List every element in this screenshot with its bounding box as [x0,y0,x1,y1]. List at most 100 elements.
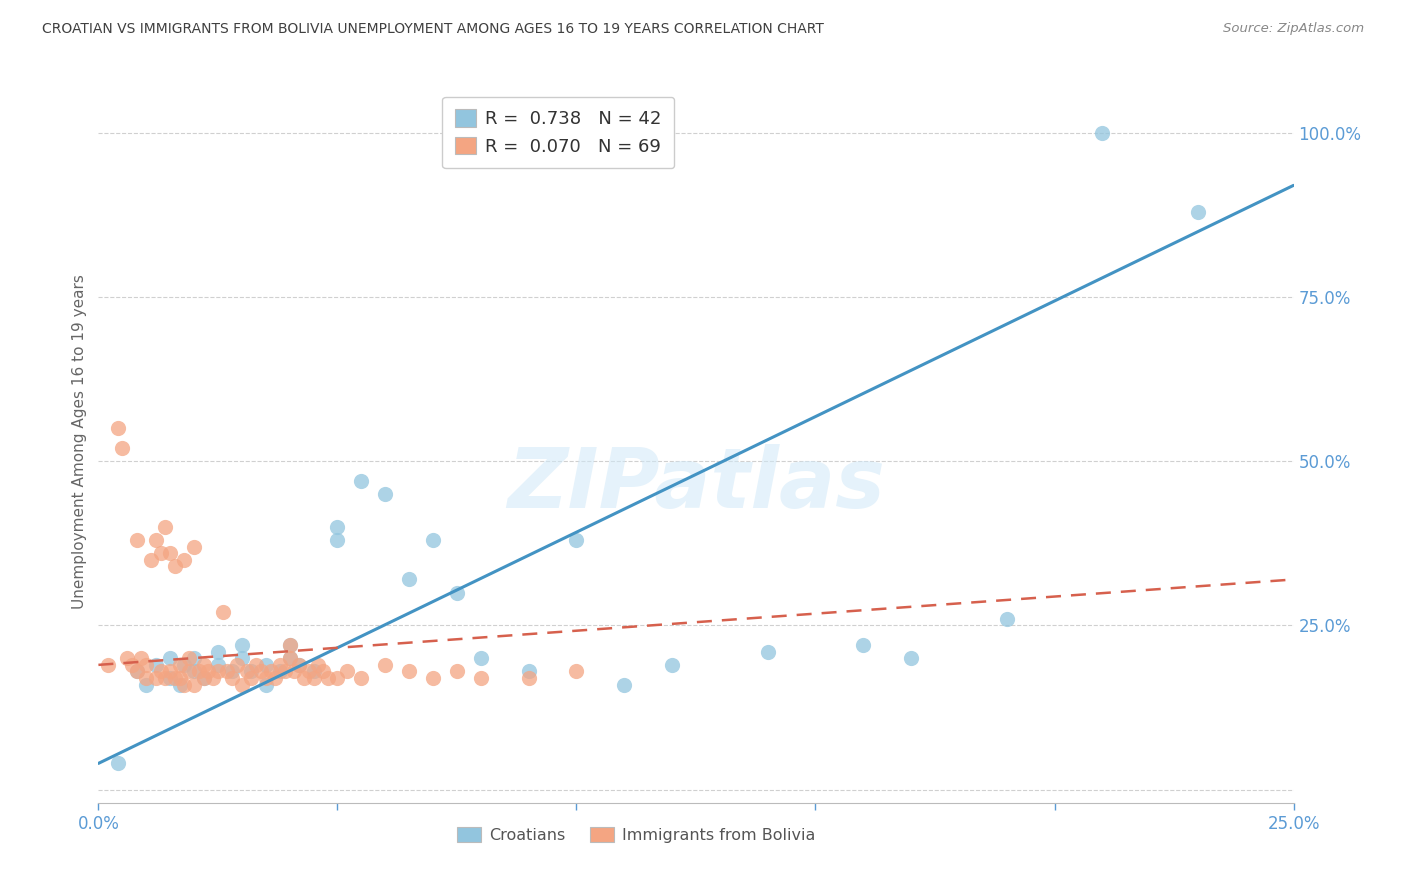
Point [259,665,281,679]
Point [111,441,134,455]
Point [183,677,205,691]
Point [661,657,683,672]
Y-axis label: Unemployment Among Ages 16 to 19 years: Unemployment Among Ages 16 to 19 years [72,274,87,609]
Point [169,657,191,672]
Point [374,487,396,501]
Point [207,645,229,659]
Point [173,553,195,567]
Point [135,657,157,672]
Point [254,677,277,691]
Point [149,665,172,679]
Point [221,671,243,685]
Point [173,657,195,672]
Point [125,665,148,679]
Point [183,651,205,665]
Point [231,677,253,691]
Point [269,665,291,679]
Point [250,665,273,679]
Point [231,651,253,665]
Point [274,665,297,679]
Point [374,657,396,672]
Point [292,671,315,685]
Point [852,638,875,652]
Point [207,665,229,679]
Point [169,671,191,685]
Point [183,540,205,554]
Point [613,677,636,691]
Point [135,677,157,691]
Point [183,665,205,679]
Point [470,651,492,665]
Point [565,533,588,547]
Point [159,671,181,685]
Point [107,756,129,771]
Point [125,665,148,679]
Point [211,605,233,619]
Point [115,651,138,665]
Point [145,671,167,685]
Point [149,546,172,560]
Point [517,671,540,685]
Point [155,520,177,534]
Point [231,638,253,652]
Point [312,665,335,679]
Point [350,474,373,488]
Point [326,533,349,547]
Point [269,657,291,672]
Point [159,546,181,560]
Point [207,657,229,672]
Point [446,585,468,599]
Text: Source: ZipAtlas.com: Source: ZipAtlas.com [1223,22,1364,36]
Point [283,665,305,679]
Point [135,671,157,685]
Point [316,671,339,685]
Point [173,677,195,691]
Point [336,665,359,679]
Point [240,671,263,685]
Text: CROATIAN VS IMMIGRANTS FROM BOLIVIA UNEMPLOYMENT AMONG AGES 16 TO 19 YEARS CORRE: CROATIAN VS IMMIGRANTS FROM BOLIVIA UNEM… [42,22,824,37]
Point [302,671,325,685]
Point [193,671,215,685]
Point [278,638,301,652]
Point [97,657,120,672]
Point [288,657,311,672]
Point [326,520,349,534]
Point [470,671,492,685]
Point [107,421,129,435]
Point [240,665,263,679]
Point [422,671,444,685]
Point [350,671,373,685]
Point [298,665,321,679]
Text: ZIPatlas: ZIPatlas [508,444,884,525]
Point [125,533,148,547]
Point [145,533,167,547]
Point [756,645,779,659]
Point [278,638,301,652]
Point [131,651,153,665]
Point [398,665,420,679]
Point [254,671,277,685]
Point [179,665,201,679]
Point [278,651,301,665]
Point [302,665,325,679]
Point [278,651,301,665]
Point [121,657,143,672]
Point [202,671,225,685]
Point [565,665,588,679]
Legend: Croatians, Immigrants from Bolivia: Croatians, Immigrants from Bolivia [451,820,821,849]
Point [193,671,215,685]
Point [159,665,181,679]
Point [446,665,468,679]
Point [307,657,329,672]
Point [995,612,1018,626]
Point [155,671,177,685]
Point [226,657,249,672]
Point [900,651,922,665]
Point [169,677,191,691]
Point [264,671,287,685]
Point [1187,204,1209,219]
Point [1091,126,1114,140]
Point [398,573,420,587]
Point [197,665,219,679]
Point [245,657,267,672]
